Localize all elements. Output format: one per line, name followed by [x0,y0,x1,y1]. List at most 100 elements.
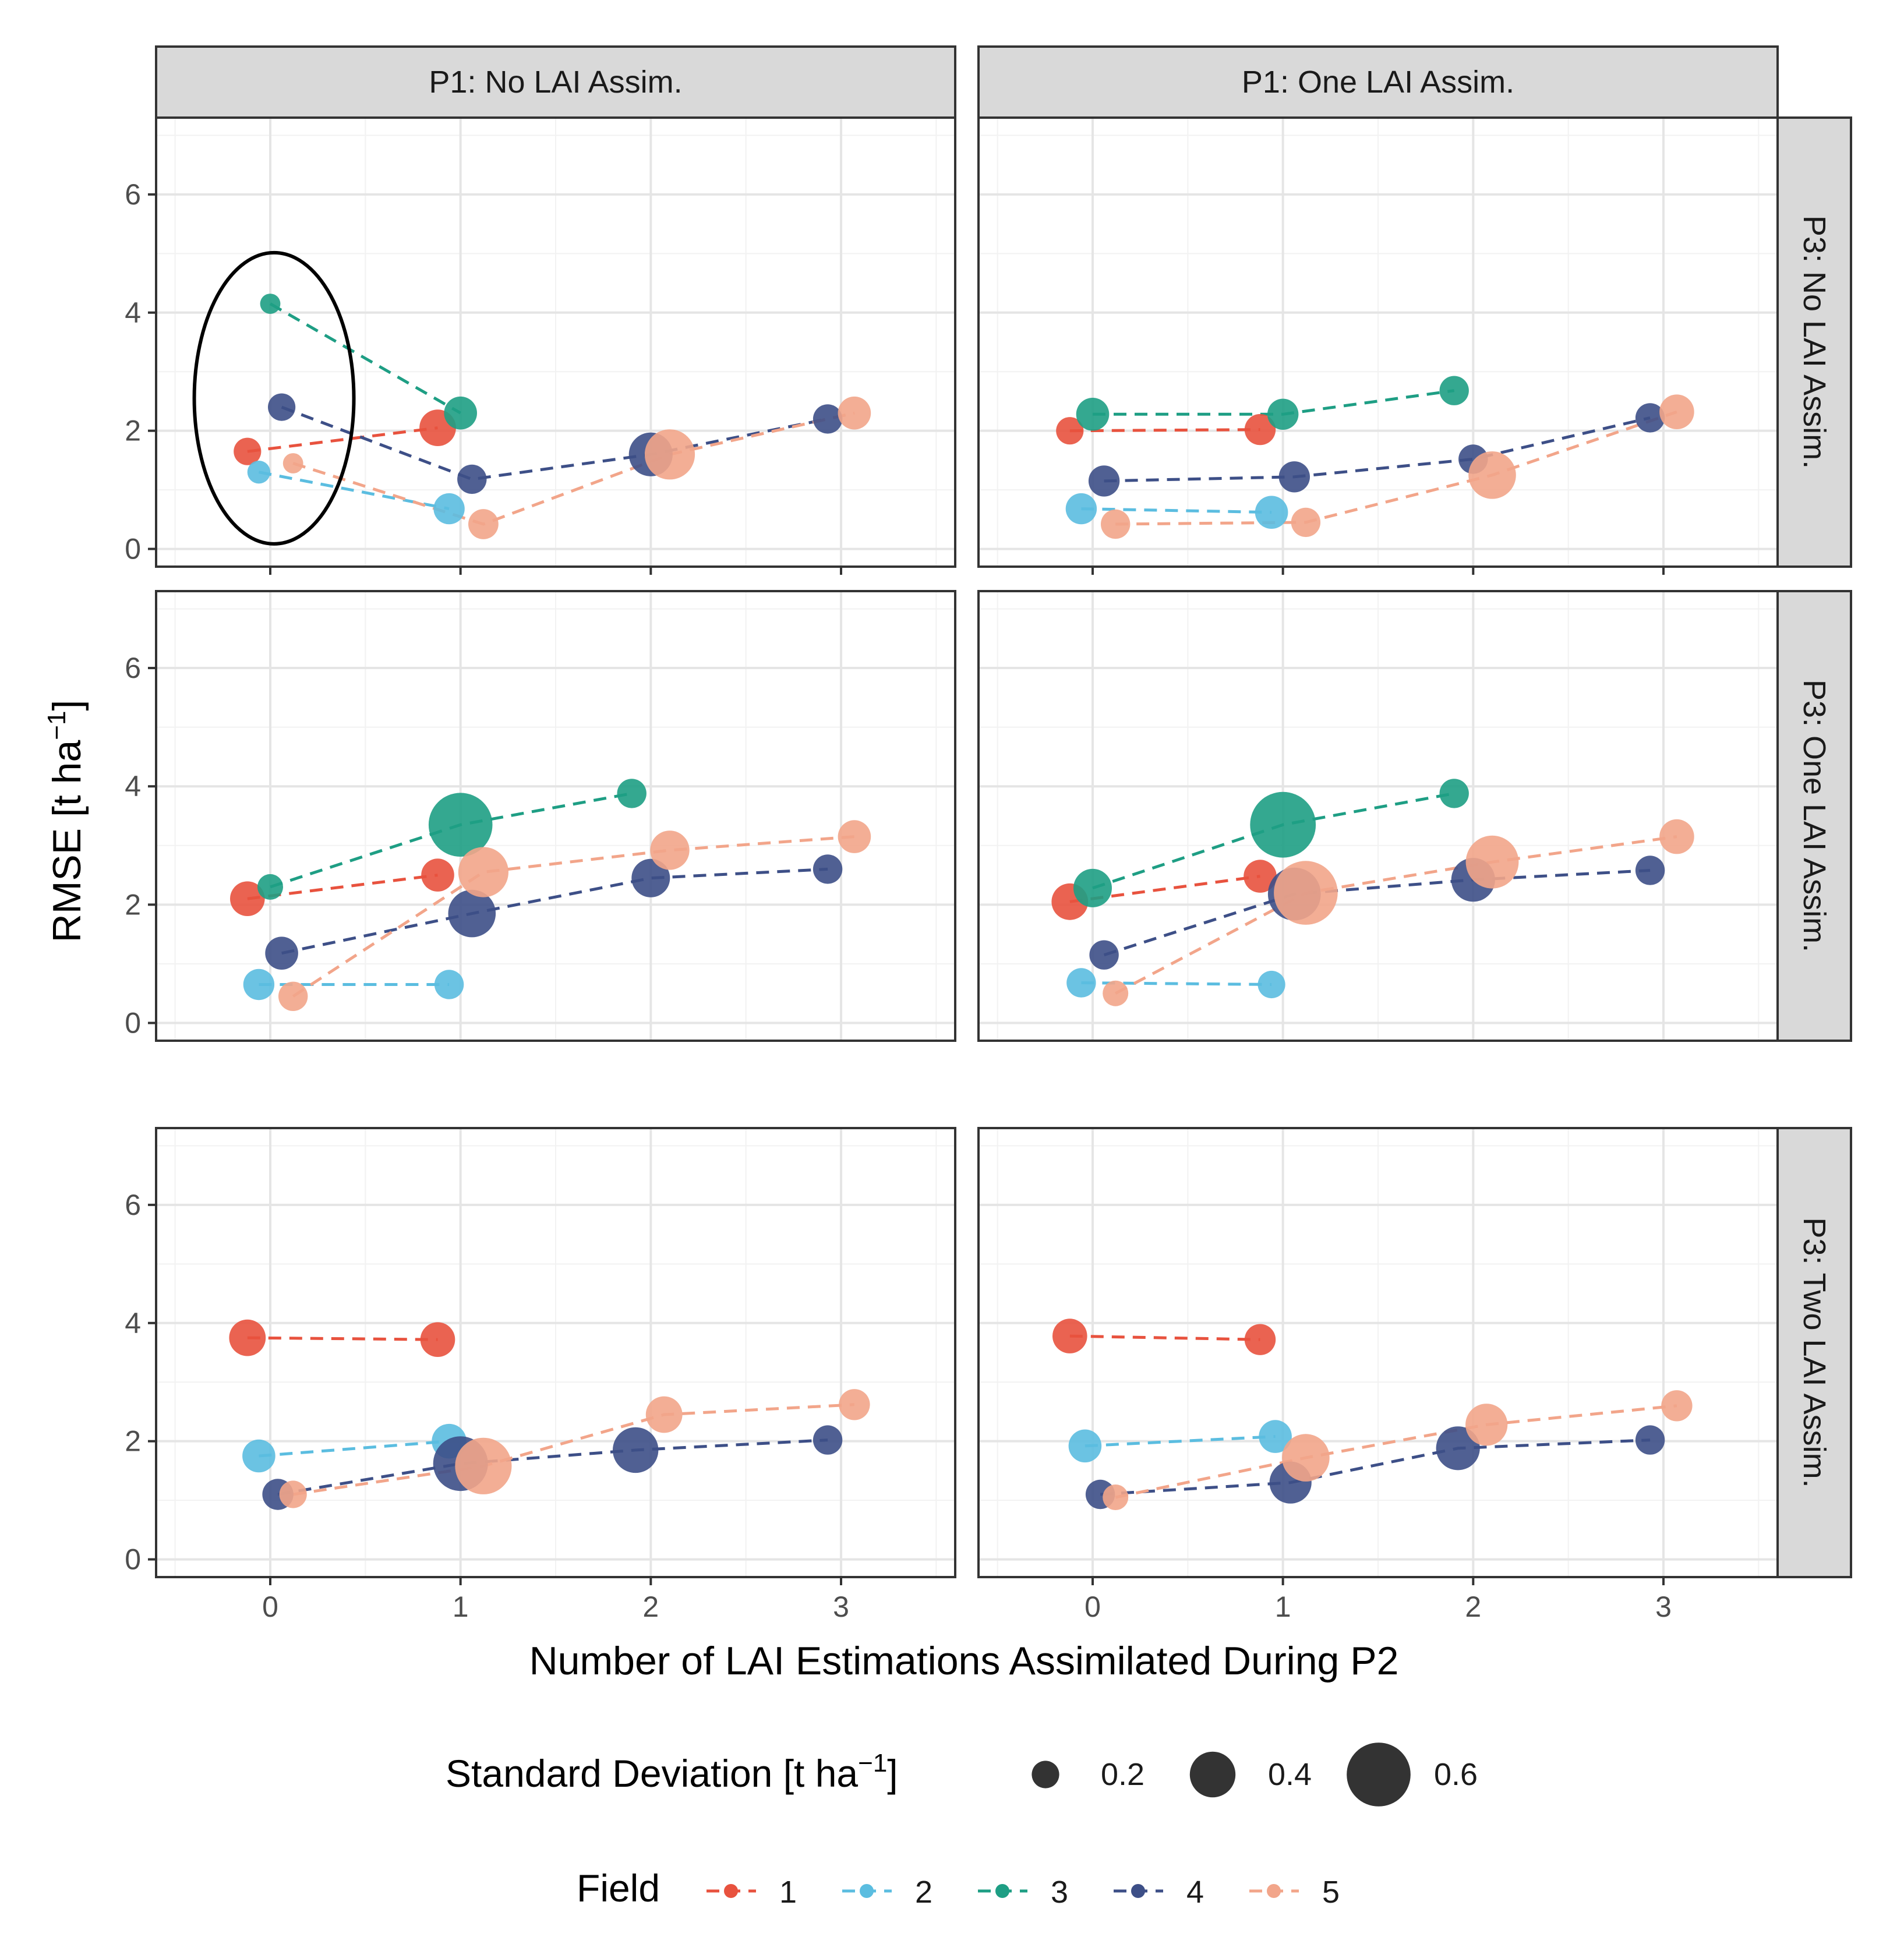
field-legend-dot-2 [860,1884,874,1898]
data-point-field-3-0 [260,294,281,314]
data-point-field-1-1 [1244,413,1276,446]
y-tick-label: 2 [125,415,141,447]
data-point-field-3-1 [428,793,493,857]
data-point-field-4-0 [1088,465,1120,497]
data-point-field-2-1 [433,493,465,525]
field-legend-title: Field [577,1867,660,1910]
y-tick-label: 4 [125,770,141,803]
panel-data-r0-c0 [234,294,871,539]
data-point-field-3-1 [444,396,477,430]
data-point-field-2-0 [243,968,275,1001]
series-line-field-5 [1115,835,1677,995]
size-legend-key-1 [1189,1751,1236,1798]
data-point-field-5-0 [1101,509,1131,539]
data-point-field-1-1 [1244,860,1277,893]
row-strip-0 [1776,116,1852,568]
panel-data-r2-c1 [1052,1319,1693,1510]
x-axis-title: Number of LAI Estimations Assimilated Du… [529,1639,1399,1683]
field-legend-label-1: 1 [779,1875,797,1910]
series-line-field-4 [1103,869,1651,957]
field-legend-label-3: 3 [1051,1875,1068,1910]
x-tick-label: 0 [1085,1590,1101,1623]
panel-r0-c0 [156,118,955,567]
data-point-field-5-0 [1103,1484,1129,1510]
size-legend-title-sup: −1 [858,1749,887,1777]
series-line-field-4 [277,1438,828,1496]
series-line-field-5 [292,835,855,998]
row-strip-label-0: P3: No LAI Assim. [1797,215,1832,469]
data-point-field-3-2 [1439,779,1469,808]
data-point-field-5-2 [1465,835,1519,889]
series-line-field-2 [1081,507,1272,514]
y-axis-title: RMSE [t ha−1] [43,700,89,943]
panel-data-r1-c1 [1051,779,1694,1006]
data-point-field-5-3 [1659,394,1694,429]
data-point-field-4-1 [448,889,496,938]
column-strip-0 [155,45,956,119]
column-strip-label-0: P1: No LAI Assim. [429,65,682,100]
data-point-field-5-2 [645,1396,683,1433]
data-point-field-1-1 [421,858,454,892]
data-point-field-4-2 [1436,1426,1480,1471]
data-point-field-1-0 [234,437,262,465]
size-legend-key-2 [1347,1742,1411,1807]
data-point-field-2-0 [1065,493,1097,525]
size-legend-label-1: 0.4 [1268,1757,1312,1792]
panel-data-r1-c0 [230,779,871,1012]
data-point-field-2-0 [1066,968,1096,998]
data-point-field-4-3 [813,1425,843,1455]
x-tick-label: 3 [833,1590,849,1623]
series-line-field-1 [1069,428,1260,433]
data-point-field-3-1 [1267,398,1299,430]
data-point-field-4-3 [1635,1425,1665,1455]
column-strip-label-1: P1: One LAI Assim. [1242,65,1514,100]
y-axis-title-sup: −1 [43,711,71,740]
series-line-field-5 [1115,410,1677,526]
y-axis-title-end: ] [45,700,89,711]
data-point-field-5-2 [1465,1404,1508,1446]
field-legend-dot-1 [724,1884,738,1898]
row-strip-2 [1776,1127,1852,1578]
panel-r0-c1 [979,118,1778,567]
x-tick-label: 0 [262,1590,278,1623]
data-point-field-4-0 [1089,940,1119,970]
data-point-field-5-3 [1661,1390,1693,1422]
y-tick-label: 0 [125,1543,141,1576]
panel-data-r2-c0 [229,1319,870,1510]
row-strip-label-2: P3: Two LAI Assim. [1797,1217,1832,1487]
data-point-field-5-1 [458,847,509,897]
size-legend-title-main: Standard Deviation [t ha [446,1752,858,1795]
series-line-field-4 [281,867,828,955]
data-point-field-4-2 [613,1427,659,1473]
data-point-field-5-0 [282,453,303,473]
data-point-field-5-1 [468,509,499,539]
data-point-field-5-2 [650,830,690,870]
y-tick-label: 6 [125,1189,141,1221]
series-line-field-1 [247,426,438,453]
data-point-field-2-1 [1259,1420,1292,1453]
y-tick-label: 6 [125,178,141,211]
data-point-field-5-3 [839,1389,870,1420]
size-legend-label-0: 0.2 [1101,1757,1144,1792]
y-tick-label: 4 [125,1307,141,1339]
data-point-field-5-3 [838,396,871,430]
data-point-field-2-1 [1255,496,1288,529]
size-legend-title: Standard Deviation [t ha−1] [446,1749,898,1795]
series-line-field-4 [1104,416,1651,483]
y-axis-title-main: RMSE [t ha [45,740,89,943]
data-point-field-5-1 [1274,861,1338,925]
data-point-field-4-3 [813,404,843,434]
data-point-field-2-0 [247,461,271,484]
data-point-field-5-2 [644,429,695,480]
series-line-field-4 [1100,1438,1651,1496]
series-line-field-2 [259,1440,450,1458]
data-point-field-5-1 [455,1437,512,1494]
series-line-field-2 [258,471,450,511]
series-line-field-4 [281,405,828,481]
data-point-field-2-1 [1257,970,1285,999]
data-point-field-1-1 [1244,1324,1276,1355]
panel-r1-c0 [156,591,955,1041]
field-legend-label-5: 5 [1322,1875,1340,1910]
row-strip-label-1: P3: One LAI Assim. [1797,680,1832,952]
data-point-field-5-0 [1103,980,1129,1006]
